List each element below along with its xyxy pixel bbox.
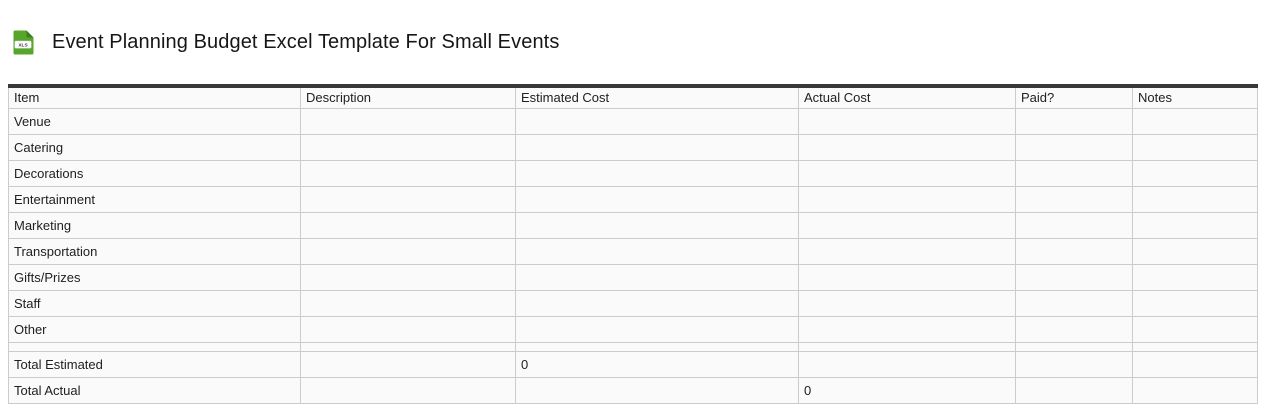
table-cell xyxy=(798,211,1016,239)
column-header-paid: Paid? xyxy=(1015,85,1133,109)
table-cell xyxy=(515,185,799,213)
table-cell xyxy=(1132,159,1258,187)
table-cell xyxy=(515,159,799,187)
table-cell: Marketing xyxy=(8,211,301,239)
table-row: Staff xyxy=(8,289,1258,317)
table-cell xyxy=(1015,107,1133,135)
table-cell xyxy=(1132,263,1258,291)
table-cell: Total Actual xyxy=(8,376,301,404)
table-row: Marketing xyxy=(8,211,1258,239)
table-row: Venue xyxy=(8,107,1258,135)
table-cell xyxy=(1132,350,1258,378)
table-cell xyxy=(515,263,799,291)
table-cell xyxy=(515,107,799,135)
table-cell xyxy=(300,107,516,135)
spacer-row xyxy=(8,341,1258,352)
table-cell xyxy=(798,350,1016,378)
table-cell: Other xyxy=(8,315,301,343)
column-header-item: Item xyxy=(8,85,301,109)
table-cell xyxy=(300,350,516,378)
document-header: XLS Event Planning Budget Excel Template… xyxy=(12,30,559,55)
table-cell xyxy=(798,315,1016,343)
table-row: Entertainment xyxy=(8,185,1258,213)
table-cell: Entertainment xyxy=(8,185,301,213)
table-cell xyxy=(300,185,516,213)
column-header-notes: Notes xyxy=(1132,85,1258,109)
table-cell xyxy=(1015,289,1133,317)
table-cell xyxy=(515,341,799,352)
table-cell xyxy=(1015,350,1133,378)
table-cell: Staff xyxy=(8,289,301,317)
table-cell xyxy=(1015,159,1133,187)
table-cell xyxy=(300,341,516,352)
xls-file-icon: XLS xyxy=(13,30,34,55)
table-row: Transportation xyxy=(8,237,1258,265)
table-cell xyxy=(300,159,516,187)
table-cell xyxy=(1015,263,1133,291)
table-cell xyxy=(8,341,301,352)
table-row: Decorations xyxy=(8,159,1258,187)
table-cell: Gifts/Prizes xyxy=(8,263,301,291)
table-cell xyxy=(300,289,516,317)
table-cell xyxy=(515,376,799,404)
table-cell xyxy=(1015,315,1133,343)
table-cell xyxy=(1015,185,1133,213)
table-cell xyxy=(1132,341,1258,352)
table-cell xyxy=(798,263,1016,291)
table-cell xyxy=(798,159,1016,187)
column-header-estimated-cost: Estimated Cost xyxy=(515,85,799,109)
xls-icon-label: XLS xyxy=(18,42,28,48)
table-cell xyxy=(1132,211,1258,239)
table-cell xyxy=(515,237,799,265)
total-row: Total Estimated 0 xyxy=(8,350,1258,378)
table-cell xyxy=(300,133,516,161)
table-cell xyxy=(1132,185,1258,213)
table-row: Gifts/Prizes xyxy=(8,263,1258,291)
table-cell xyxy=(798,133,1016,161)
budget-table: Item Description Estimated Cost Actual C… xyxy=(8,84,1258,404)
table-cell xyxy=(798,289,1016,317)
table-row: Other xyxy=(8,315,1258,343)
table-cell xyxy=(798,237,1016,265)
table-cell: Venue xyxy=(8,107,301,135)
table-cell: 0 xyxy=(798,376,1016,404)
table-body: Venue Catering Decorations Entertainment Mar… xyxy=(8,107,1258,404)
table-cell xyxy=(300,237,516,265)
table-cell xyxy=(798,185,1016,213)
table-cell xyxy=(1132,237,1258,265)
table-cell: Transportation xyxy=(8,237,301,265)
table-cell xyxy=(1015,133,1133,161)
table-cell xyxy=(300,211,516,239)
table-cell xyxy=(300,376,516,404)
table-cell xyxy=(1015,237,1133,265)
column-header-description: Description xyxy=(300,85,516,109)
column-header-actual-cost: Actual Cost xyxy=(798,85,1016,109)
table-cell xyxy=(798,341,1016,352)
table-cell xyxy=(1132,107,1258,135)
table-cell xyxy=(515,133,799,161)
table-header-row: Item Description Estimated Cost Actual C… xyxy=(8,85,1258,109)
table-cell xyxy=(1132,289,1258,317)
table-cell xyxy=(515,289,799,317)
table-cell xyxy=(1132,133,1258,161)
table-cell: Decorations xyxy=(8,159,301,187)
table-cell xyxy=(1015,341,1133,352)
total-row: Total Actual 0 xyxy=(8,376,1258,404)
table-cell: Catering xyxy=(8,133,301,161)
table-cell xyxy=(1132,376,1258,404)
table-cell: Total Estimated xyxy=(8,350,301,378)
table-cell xyxy=(1015,211,1133,239)
table-cell xyxy=(1015,376,1133,404)
table-cell xyxy=(798,107,1016,135)
table-cell xyxy=(515,211,799,239)
table-cell: 0 xyxy=(515,350,799,378)
table-row: Catering xyxy=(8,133,1258,161)
table-cell xyxy=(300,315,516,343)
table-cell xyxy=(300,263,516,291)
page-title: Event Planning Budget Excel Template For… xyxy=(52,31,560,53)
table-cell xyxy=(515,315,799,343)
table-cell xyxy=(1132,315,1258,343)
